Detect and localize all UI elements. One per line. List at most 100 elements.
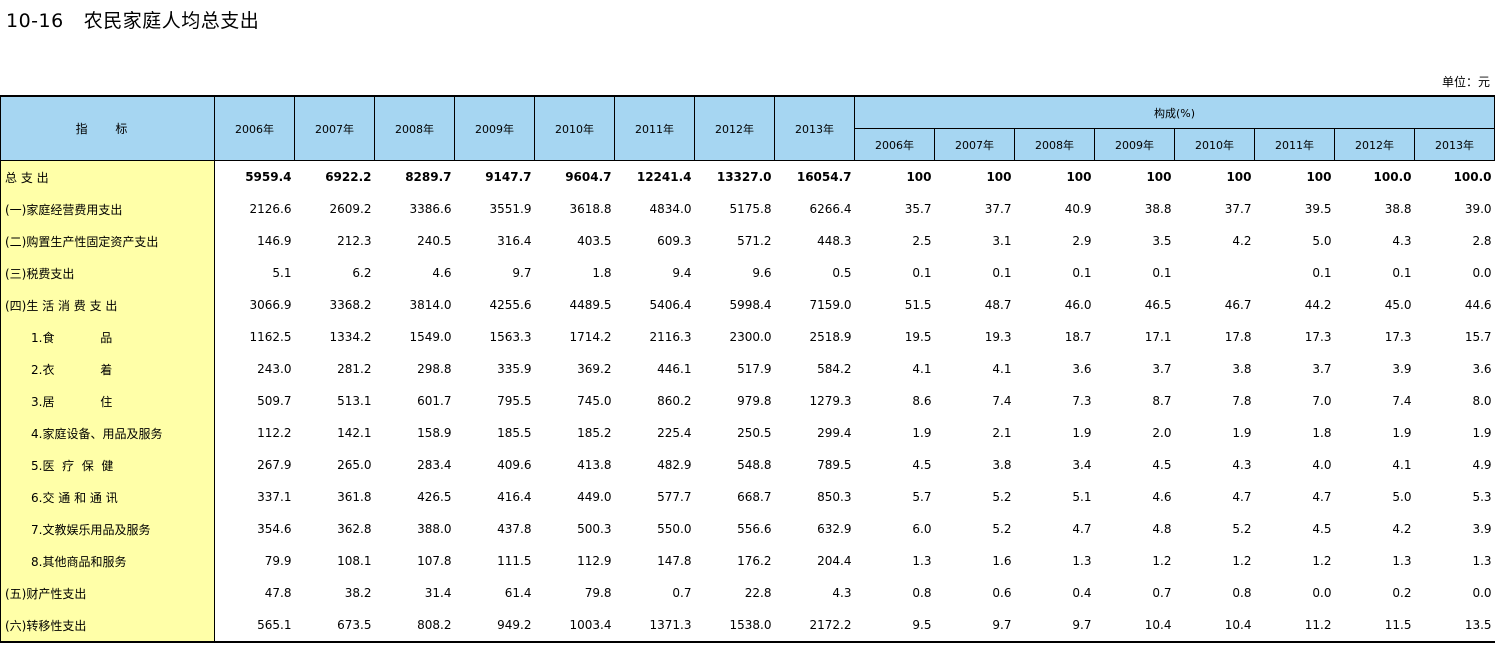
value-cell: 4.3: [832, 586, 852, 600]
pct-cell: 4.2: [1232, 234, 1252, 248]
value-cell: 1714.2: [569, 330, 612, 344]
pct-cell: 4.0: [1312, 458, 1332, 472]
value-cell: 146.9: [257, 234, 292, 248]
value-cell: 601.7: [417, 394, 452, 408]
value-cell: 16054.7: [796, 170, 852, 184]
value-cell: 337.1: [257, 490, 292, 504]
pct-cell: 8.7: [1152, 394, 1172, 408]
pct-cell: 51.5: [904, 298, 932, 312]
value-cell: 362.8: [337, 522, 372, 536]
pct-cell: 1.9: [1072, 426, 1092, 440]
year-header: 2011年: [614, 95, 695, 161]
value-cell: 225.4: [657, 426, 692, 440]
value-cell: 38.2: [344, 586, 372, 600]
pct-cell: 13.5: [1414, 609, 1495, 643]
value-cell: 176.2: [737, 554, 772, 568]
value-cell: 147.8: [657, 554, 692, 568]
row-label: (三)税费支出: [0, 257, 215, 289]
pct-cell: 48.7: [984, 298, 1012, 312]
value-cell: 299.4: [817, 426, 852, 440]
value-cell: 1563.3: [489, 330, 532, 344]
pct-cell: 1.9: [1392, 426, 1412, 440]
value-cell: 158.9: [417, 426, 452, 440]
pct-cell: 44.6: [1464, 298, 1492, 312]
row-label: 5.医 疗 保 健: [0, 449, 215, 481]
value-cell: 1003.4: [534, 609, 615, 643]
pct-cell: 0.1: [1152, 266, 1172, 280]
value-cell: 4255.6: [489, 298, 532, 312]
pct-cell: 4.1: [992, 362, 1012, 376]
pct-cell: 100: [1146, 170, 1172, 184]
value-cell: 413.8: [577, 458, 612, 472]
pct-cell: 8.6: [912, 394, 932, 408]
value-cell: 548.8: [737, 458, 772, 472]
pct-cell: 1.8: [1312, 426, 1332, 440]
pct-cell: 3.7: [1312, 362, 1332, 376]
pct-cell: 0.1: [1312, 266, 1332, 280]
value-cell: 9.4: [672, 266, 692, 280]
pct-cell: 10.4: [1094, 609, 1175, 643]
pct-cell: 100: [1306, 170, 1332, 184]
value-cell: 1279.3: [809, 394, 852, 408]
pct-cell: 0.0: [1472, 266, 1492, 280]
year-header: 2007年: [294, 95, 375, 161]
value-cell: 79.8: [584, 586, 612, 600]
pct-cell: 4.5: [912, 458, 932, 472]
value-cell: 185.5: [497, 426, 532, 440]
pct-cell: 2.0: [1152, 426, 1172, 440]
value-cell: 243.0: [257, 362, 292, 376]
pct-cell: 4.6: [1152, 490, 1172, 504]
value-cell: 2609.2: [329, 202, 372, 216]
pct-cell: 37.7: [1224, 202, 1252, 216]
value-cell: 2172.2: [774, 609, 855, 643]
pct-cell: 19.3: [984, 330, 1012, 344]
value-cell: 361.8: [337, 490, 372, 504]
value-cell: 9147.7: [485, 170, 532, 184]
pct-cell: 6.0: [912, 522, 932, 536]
value-cell: 3551.9: [489, 202, 532, 216]
year-header: 2009年: [454, 95, 535, 161]
value-cell: 265.0: [337, 458, 372, 472]
value-cell: 5959.4: [245, 170, 292, 184]
value-cell: 5.1: [272, 266, 292, 280]
pct-cell: 1.3: [1392, 554, 1412, 568]
pct-cell: [1175, 257, 1255, 289]
year-header: 2013年: [774, 95, 855, 161]
pct-cell: 0.2: [1392, 586, 1412, 600]
pct-cell: 7.8: [1232, 394, 1252, 408]
value-cell: 437.8: [497, 522, 532, 536]
pct-cell: 5.3: [1472, 490, 1492, 504]
pct-year-header: 2009年: [1094, 128, 1175, 161]
table-row: 总 支 出 5959.4 6922.2 8289.7 9147.7 9604.7 12241…: [0, 160, 1495, 193]
value-cell: 112.9: [577, 554, 612, 568]
expenditure-table: 指 标 2006年 2007年 2008年 2009年 2010年 2011年 …: [0, 95, 1495, 643]
value-cell: 4834.0: [649, 202, 692, 216]
value-cell: 204.4: [817, 554, 852, 568]
pct-cell: 1.3: [1072, 554, 1092, 568]
pct-cell: 11.2: [1254, 609, 1335, 643]
pct-year-header: 2008年: [1014, 128, 1095, 161]
table-row: (三)税费支出 5.1 6.2 4.6 9.7 1.8 9.4 9.6 0.5 0.1 0.1 0.1…: [0, 257, 1495, 289]
value-cell: 850.3: [817, 490, 852, 504]
pct-cell: 3.6: [1472, 362, 1492, 376]
table-row: 4.家庭设备、用品及服务 112.2 142.1 158.9 185.5 185.2 225…: [0, 417, 1495, 449]
value-cell: 979.8: [737, 394, 772, 408]
table-title: 农民家庭人均总支出: [83, 10, 260, 32]
pct-year-header: 2010年: [1174, 128, 1255, 161]
row-label: (六)转移性支出: [0, 609, 215, 643]
value-cell: 6.2: [352, 266, 372, 280]
pct-cell: 7.0: [1312, 394, 1332, 408]
value-cell: 668.7: [737, 490, 772, 504]
value-cell: 860.2: [657, 394, 692, 408]
pct-cell: 0.1: [1072, 266, 1092, 280]
pct-cell: 7.3: [1072, 394, 1092, 408]
row-label: 总 支 出: [0, 160, 215, 193]
pct-cell: 0.1: [992, 266, 1012, 280]
pct-cell: 17.3: [1304, 330, 1332, 344]
row-label: (一)家庭经营费用支出: [0, 193, 215, 225]
value-cell: 3066.9: [249, 298, 292, 312]
value-cell: 513.1: [337, 394, 372, 408]
pct-cell: 4.3: [1392, 234, 1412, 248]
pct-cell: 4.5: [1312, 522, 1332, 536]
pct-cell: 2.9: [1072, 234, 1092, 248]
